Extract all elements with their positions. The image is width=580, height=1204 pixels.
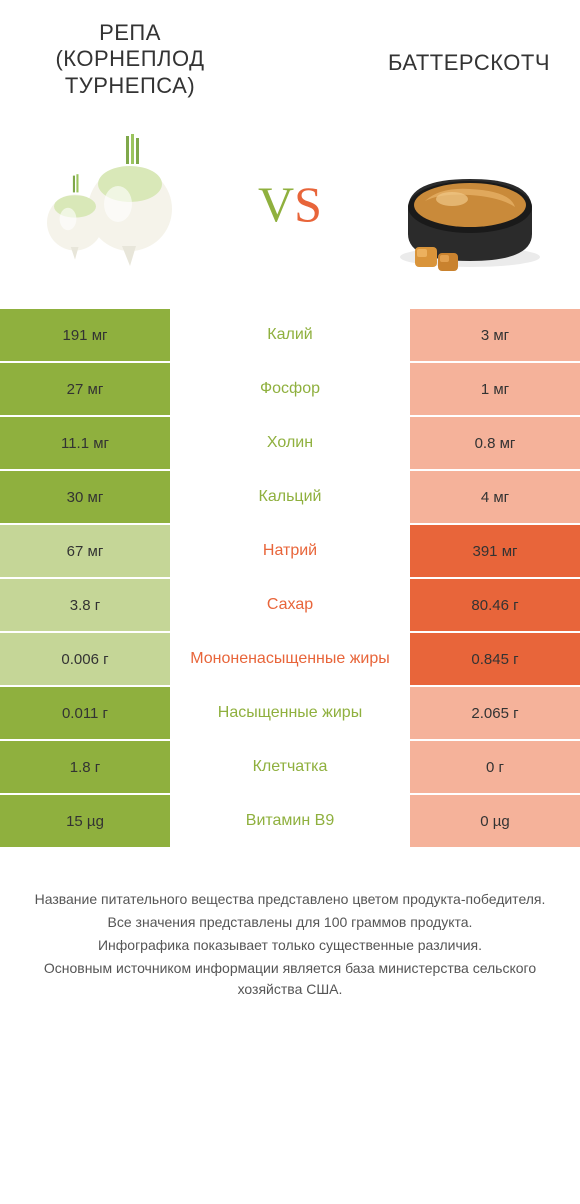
right-value: 0 µg <box>410 795 580 847</box>
footnote: Название питательного вещества представл… <box>0 849 580 1022</box>
nutrient-label: Сахар <box>170 579 410 631</box>
vs-v: V <box>258 176 294 232</box>
right-value: 0.845 г <box>410 633 580 685</box>
table-row: 11.1 мгХолин0.8 мг <box>0 417 580 471</box>
header: РЕПА (КОРНЕПЛОД ТУРНЕПСА) БАТТЕРСКОТЧ <box>0 0 580 109</box>
table-row: 0.011 гНасыщенные жиры2.065 г <box>0 687 580 741</box>
images-row: VS <box>0 109 580 309</box>
left-value: 27 мг <box>0 363 170 415</box>
nutrient-label: Калий <box>170 309 410 361</box>
nutrient-label: Фосфор <box>170 363 410 415</box>
left-value: 11.1 мг <box>0 417 170 469</box>
comparison-table: 191 мгКалий3 мг27 мгФосфор1 мг11.1 мгХол… <box>0 309 580 849</box>
left-value: 3.8 г <box>0 579 170 631</box>
right-product-title: БАТТЕРСКОТЧ <box>330 20 550 76</box>
nutrient-label: Мононенасыщенные жиры <box>170 633 410 685</box>
turnip-image <box>30 124 210 284</box>
right-value: 0 г <box>410 741 580 793</box>
right-value: 0.8 мг <box>410 417 580 469</box>
table-row: 67 мгНатрий391 мг <box>0 525 580 579</box>
nutrient-label: Насыщенные жиры <box>170 687 410 739</box>
left-product-title: РЕПА (КОРНЕПЛОД ТУРНЕПСА) <box>30 20 230 99</box>
nutrient-label: Клетчатка <box>170 741 410 793</box>
table-row: 30 мгКальций4 мг <box>0 471 580 525</box>
vs-label: VS <box>258 175 322 233</box>
footnote-line: Название питательного вещества представл… <box>30 889 550 910</box>
footnote-line: Инфографика показывает только существенн… <box>30 935 550 956</box>
table-row: 0.006 гМононенасыщенные жиры0.845 г <box>0 633 580 687</box>
footnote-line: Все значения представлены для 100 граммо… <box>30 912 550 933</box>
nutrient-label: Холин <box>170 417 410 469</box>
nutrient-label: Натрий <box>170 525 410 577</box>
vs-s: S <box>294 176 322 232</box>
left-value: 0.011 г <box>0 687 170 739</box>
nutrient-label: Витамин B9 <box>170 795 410 847</box>
left-value: 191 мг <box>0 309 170 361</box>
left-value: 30 мг <box>0 471 170 523</box>
footnote-line: Основным источником информации является … <box>30 958 550 1000</box>
left-value: 0.006 г <box>0 633 170 685</box>
right-value: 4 мг <box>410 471 580 523</box>
butterscotch-image <box>370 124 550 284</box>
table-row: 191 мгКалий3 мг <box>0 309 580 363</box>
right-value: 391 мг <box>410 525 580 577</box>
table-row: 1.8 гКлетчатка0 г <box>0 741 580 795</box>
table-row: 15 µgВитамин B90 µg <box>0 795 580 849</box>
right-value: 2.065 г <box>410 687 580 739</box>
left-value: 1.8 г <box>0 741 170 793</box>
right-value: 3 мг <box>410 309 580 361</box>
table-row: 27 мгФосфор1 мг <box>0 363 580 417</box>
table-row: 3.8 гСахар80.46 г <box>0 579 580 633</box>
left-value: 15 µg <box>0 795 170 847</box>
right-value: 80.46 г <box>410 579 580 631</box>
left-value: 67 мг <box>0 525 170 577</box>
nutrient-label: Кальций <box>170 471 410 523</box>
right-value: 1 мг <box>410 363 580 415</box>
